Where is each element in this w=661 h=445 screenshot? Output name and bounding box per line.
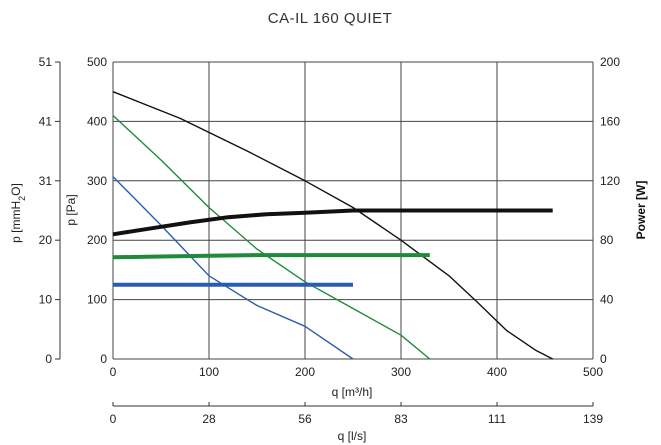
y-tick-label-mmh2o: 31	[39, 174, 53, 188]
x-tick-label-m3h: 500	[583, 365, 603, 379]
y-tick-label-mmh2o: 10	[39, 293, 53, 307]
x-tick-label-ls: 28	[202, 412, 216, 426]
y-tick-label-mmh2o: 20	[39, 233, 53, 247]
x-tick-label-ls: 83	[394, 412, 408, 426]
y-tick-label-pa: 500	[87, 55, 107, 69]
y-tick-label-pa: 0	[100, 352, 107, 366]
y-tick-label-pa: 200	[87, 233, 107, 247]
y-tick-label-mmh2o: 51	[39, 55, 53, 69]
y-tick-label-power: 0	[600, 352, 607, 366]
y-tick-label-pa: 300	[87, 174, 107, 188]
x-tick-label-ls: 56	[298, 412, 312, 426]
x-tick-label-m3h: 0	[110, 365, 117, 379]
y-axis-label-pa: p [Pa]	[64, 194, 78, 225]
chart-title: CA-IL 160 QUIET	[268, 10, 392, 27]
y-axis-label-mmh2o: p [mmH2O]	[9, 183, 27, 243]
x-tick-label-m3h: 400	[487, 365, 507, 379]
x-tick-label-m3h: 300	[391, 365, 411, 379]
y-tick-label-power: 40	[600, 293, 614, 307]
x-tick-label-m3h: 200	[295, 365, 315, 379]
y-tick-label-mmh2o: 41	[39, 114, 53, 128]
y-tick-label-power: 120	[600, 174, 620, 188]
y-tick-label-pa: 100	[87, 293, 107, 307]
x-tick-label-ls: 0	[110, 412, 117, 426]
pressure-curve-0	[112, 91, 554, 360]
y-tick-label-power: 200	[600, 55, 620, 69]
y-tick-label-mmh2o: 0	[45, 352, 52, 366]
y-axis-label-power: Power [W]	[634, 181, 648, 240]
y-tick-label-power: 160	[600, 114, 620, 128]
plot-axes	[55, 61, 594, 407]
pressure-curve-2	[112, 176, 354, 360]
y-tick-label-power: 80	[600, 233, 614, 247]
tick-labels: 0100200300400500010203141510408012016020…	[39, 55, 621, 426]
x-axis-label-m3h: q [m³/h]	[332, 385, 373, 399]
x-axis-label-ls: q [l/s]	[338, 429, 367, 443]
series-layer	[112, 91, 554, 360]
power-curve-4	[112, 253, 430, 260]
x-tick-label-m3h: 100	[199, 365, 219, 379]
power-curve-3	[112, 208, 553, 237]
y-tick-label-pa: 400	[87, 114, 107, 128]
x-tick-label-ls: 139	[583, 412, 603, 426]
pressure-curve-1	[112, 114, 431, 360]
x-tick-label-ls: 111	[488, 412, 507, 426]
